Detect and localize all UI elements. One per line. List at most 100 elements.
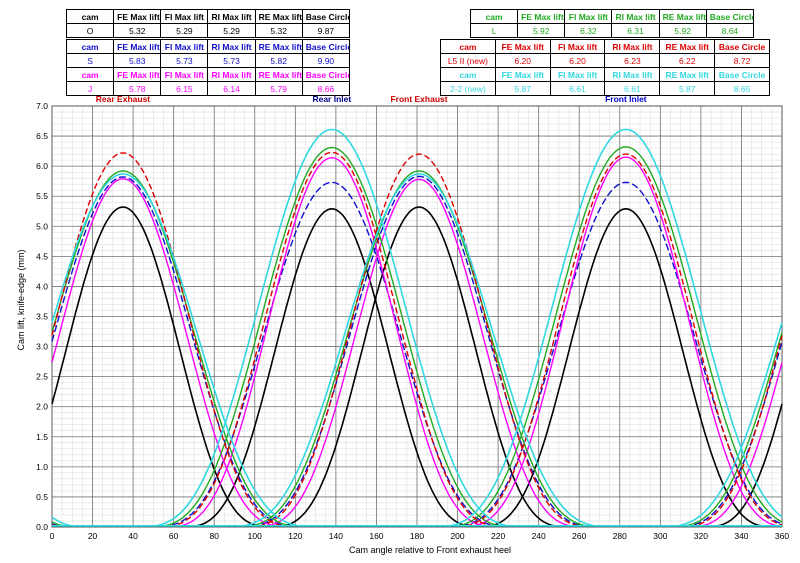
- table-header-cell: cam: [440, 67, 496, 82]
- curves: [51, 128, 783, 527]
- x-tick-label: 140: [329, 531, 343, 541]
- y-tick-label: 5.5: [36, 191, 48, 201]
- table-cell: 6.14: [207, 81, 256, 96]
- x-tick-label: 280: [613, 531, 627, 541]
- table-header-cell: RE Max lift: [658, 9, 707, 24]
- y-tick-label: 2.0: [36, 402, 48, 412]
- legend-table-s: cam FE Max lift FI Max lift RI Max lift RE M…: [65, 39, 351, 68]
- table-cell: 8.66: [301, 81, 351, 96]
- x-tick-label: 100: [248, 531, 262, 541]
- table-cell: 9.90: [301, 53, 351, 68]
- y-tick-label: 0.0: [36, 522, 48, 532]
- table-cell: 6.20: [494, 53, 551, 68]
- table-cell: 6.61: [549, 81, 606, 96]
- table-cell: 5.83: [113, 53, 162, 68]
- table-cell: 5.92: [517, 23, 566, 38]
- table-header-cell: FI Max lift: [160, 39, 209, 54]
- legend-table-l5: cam FE Max lift FI Max lift RI Max lift RE M…: [440, 39, 770, 68]
- x-tick-label: 40: [128, 531, 138, 541]
- table-row: 2-2 (new) 5.87 6.61 6.61 5.87 8.65: [440, 81, 770, 96]
- table-header-cell: FE Max lift: [113, 39, 162, 54]
- table-cell: 6.15: [160, 81, 209, 96]
- table-header-cell: RI Max lift: [604, 39, 661, 54]
- x-tick-label: 220: [491, 531, 505, 541]
- table-header-cell: FI Max lift: [564, 9, 613, 24]
- x-tick-label: 80: [209, 531, 219, 541]
- table-cell: 5.92: [658, 23, 707, 38]
- table-header-cell: cam: [469, 9, 519, 24]
- table-cell: L: [469, 23, 519, 38]
- y-axis-label: Cam lift, knife-edge (mm): [16, 249, 26, 350]
- table-cell: 5.73: [160, 53, 209, 68]
- lobe-labels: Rear Exhaust Rear Inlet Front Exhaust Front…: [96, 94, 647, 104]
- legend-table-o: cam FE Max lift FI Max lift RI Max lift RE M…: [65, 9, 351, 38]
- x-tick-label: 20: [88, 531, 98, 541]
- table-header-cell: FE Max lift: [113, 67, 162, 82]
- x-tick-label: 260: [572, 531, 586, 541]
- x-axis-label: Cam angle relative to Front exhaust heel: [349, 545, 511, 555]
- table-cell: 6.31: [611, 23, 660, 38]
- x-tick-label: 240: [532, 531, 546, 541]
- table-cell: 5.73: [207, 53, 256, 68]
- legend-table-j: cam FE Max lift FI Max lift RI Max lift RE M…: [65, 67, 351, 96]
- y-tick-label: 7.0: [36, 101, 48, 111]
- table-header-cell: cam: [65, 67, 115, 82]
- x-tick-label: 200: [450, 531, 464, 541]
- y-tick-label: 2.5: [36, 372, 48, 382]
- lobe-label: Front Inlet: [605, 94, 647, 104]
- table-row: L 5.92 6.32 6.31 5.92 8.64: [469, 23, 755, 38]
- table-cell: 5.79: [254, 81, 303, 96]
- x-tick-label: 60: [169, 531, 179, 541]
- y-tick-label: 6.5: [36, 131, 48, 141]
- y-tick-label: 4.5: [36, 251, 48, 261]
- table-cell: 8.65: [714, 81, 770, 96]
- table-header-cell: Base Circle: [301, 9, 351, 24]
- table-header-cell: FI Max lift: [549, 39, 606, 54]
- table-cell: 8.72: [714, 53, 770, 68]
- x-tick-label: 180: [410, 531, 424, 541]
- lobe-label: Rear Inlet: [312, 94, 351, 104]
- table-header-cell: Base Circle: [301, 39, 351, 54]
- table-header-cell: FI Max lift: [160, 9, 209, 24]
- table-header-cell: RE Max lift: [659, 67, 716, 82]
- y-tick-label: 0.5: [36, 492, 48, 502]
- table-header-cell: FE Max lift: [517, 9, 566, 24]
- table-cell: 5.29: [207, 23, 256, 38]
- table-header-cell: Base Circle: [714, 67, 770, 82]
- table-row: O 5.32 5.29 5.29 5.32 9.87: [65, 23, 351, 38]
- table-header-cell: RI Max lift: [611, 9, 660, 24]
- table-cell: L5 II (new): [440, 53, 496, 68]
- table-row: J 5.78 6.15 6.14 5.79 8.66: [65, 81, 351, 96]
- table-cell: 5.78: [113, 81, 162, 96]
- x-tick-label: 320: [694, 531, 708, 541]
- table-row: L5 II (new) 6.20 6.20 6.23 6.22 8.72: [440, 53, 770, 68]
- table-cell: 5.87: [659, 81, 716, 96]
- table-header-cell: cam: [440, 39, 496, 54]
- table-cell: 6.32: [564, 23, 613, 38]
- table-cell: 6.61: [604, 81, 661, 96]
- x-tick-label: 360: [775, 531, 789, 541]
- table-cell: J: [65, 81, 115, 96]
- table-cell: 5.29: [160, 23, 209, 38]
- y-tick-label: 1.5: [36, 432, 48, 442]
- x-tick-label: 340: [734, 531, 748, 541]
- y-tick-label: 5.0: [36, 221, 48, 231]
- table-cell: 5.32: [113, 23, 162, 38]
- table-header-cell: RE Max lift: [254, 39, 303, 54]
- table-header-cell: RE Max lift: [659, 39, 716, 54]
- table-cell: 6.23: [604, 53, 661, 68]
- table-header-cell: FE Max lift: [494, 67, 551, 82]
- table-header-cell: RI Max lift: [207, 9, 256, 24]
- table-header-cell: FE Max lift: [494, 39, 551, 54]
- table-cell: 9.87: [301, 23, 351, 38]
- series-line-s-ri: [52, 181, 782, 527]
- table-header-cell: FE Max lift: [113, 9, 162, 24]
- table-header-cell: Base Circle: [714, 39, 770, 54]
- table-cell: 8.64: [705, 23, 755, 38]
- table-cell: 6.20: [549, 53, 606, 68]
- lobe-label: Front Exhaust: [390, 94, 447, 104]
- table-cell: O: [65, 23, 115, 38]
- table-header-cell: RI Max lift: [604, 67, 661, 82]
- table-cell: 5.87: [494, 81, 551, 96]
